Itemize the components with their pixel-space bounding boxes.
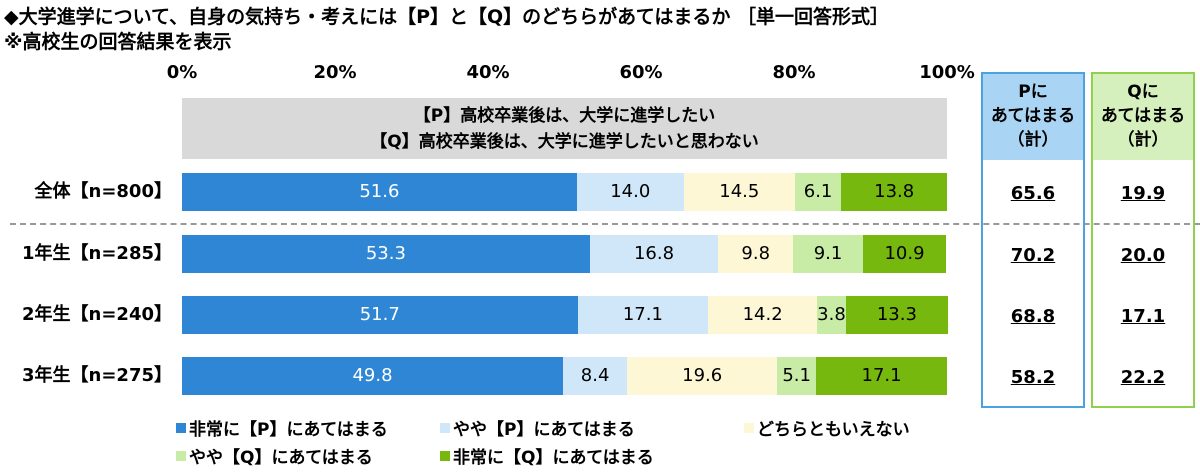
p-total-value: 58.2 — [1010, 367, 1056, 388]
chart-title: ◆大学進学について、自身の気持ち・考えには【P】と【Q】のどちらがあてはまるか … — [4, 6, 890, 28]
legend-item: どちらともいえない — [744, 420, 910, 440]
bar-value-label: 49.8 — [352, 365, 393, 386]
bar-value-label: 17.1 — [861, 365, 902, 386]
q-header-line3: （計） — [1117, 130, 1169, 150]
p-total-value: 65.6 — [1010, 183, 1056, 204]
p-total-header: Pに あてはまる （計） — [983, 74, 1083, 160]
bar-segment — [718, 235, 794, 273]
p-total-column: Pに あてはまる （計） 65.6 70.2 68.8 58.2 — [981, 72, 1085, 408]
bar-segment — [862, 235, 947, 273]
bar-value-label: 53.3 — [365, 243, 406, 264]
bar-value-label: 9.1 — [813, 243, 843, 264]
row-label: 2年生【n=240】 — [22, 304, 172, 325]
x-tick-label: 40% — [466, 62, 510, 83]
legend-swatch — [176, 423, 186, 433]
row-label: 3年生【n=275】 — [22, 365, 172, 386]
chart-subtitle: ※高校生の回答結果を表示 — [4, 31, 232, 53]
bar-value-label: 13.3 — [876, 304, 917, 325]
bar-value-label: 14.2 — [742, 304, 783, 325]
bar-value-label: 13.8 — [874, 181, 915, 202]
bar-value-label: 9.8 — [741, 243, 771, 264]
bar-value-label: 17.1 — [622, 304, 663, 325]
q-header-line1: Qに — [1127, 82, 1159, 102]
legend-swatch — [440, 451, 450, 461]
bar-segment — [777, 357, 817, 395]
legend-label: 非常に【P】にあてはまる — [189, 420, 388, 440]
statement-q: 【Q】高校卒業後は、大学に進学したいと思わない — [370, 132, 759, 152]
p-header-line1: Pに — [1018, 82, 1048, 102]
legend-label: やや【Q】にあてはまる — [189, 448, 373, 468]
q-total-value: 19.9 — [1120, 183, 1166, 204]
bar-segment — [816, 357, 947, 395]
x-tick-label: 100% — [919, 62, 975, 83]
x-tick-label: 0% — [166, 62, 198, 83]
bar-value-label: 8.4 — [580, 365, 610, 386]
q-total-value: 20.0 — [1120, 245, 1166, 266]
legend-swatch — [176, 451, 186, 461]
legend-item: やや【P】にあてはまる — [440, 420, 635, 440]
p-total-header-text: Pに あてはまる （計） — [983, 80, 1083, 152]
legend-item: やや【Q】にあてはまる — [176, 448, 373, 468]
bar-segment — [562, 357, 628, 395]
legend-item: 非常に【Q】にあてはまる — [440, 448, 654, 468]
legend-swatch — [744, 423, 754, 433]
x-tick-label: 60% — [619, 62, 663, 83]
q-total-value: 22.2 — [1120, 367, 1166, 388]
bar-segment — [841, 173, 947, 211]
bar-segment — [816, 296, 846, 334]
bar-segment — [589, 235, 719, 273]
bar-value-label: 51.6 — [359, 181, 400, 202]
q-header-line2: あてはまる — [1100, 106, 1186, 126]
pq-statement-header: 【P】高校卒業後は、大学に進学したい 【Q】高校卒業後は、大学に進学したいと思わ… — [182, 98, 947, 159]
q-total-column: Qに あてはまる （計） 19.9 20.0 17.1 22.2 — [1091, 72, 1195, 408]
bar-segment — [182, 235, 590, 273]
row-label: 1年生【n=285】 — [22, 243, 172, 264]
p-header-line2: あてはまる — [990, 106, 1076, 126]
bar-segment — [577, 296, 709, 334]
bar-segment — [794, 173, 842, 211]
statement-p: 【P】高校卒業後は、大学に進学したい — [413, 106, 716, 126]
bar-segment — [182, 296, 578, 334]
bar-segment — [627, 357, 778, 395]
bar-segment — [793, 235, 863, 273]
bar-value-label: 16.8 — [633, 243, 675, 264]
bar-segment — [576, 173, 684, 211]
x-tick-label: 80% — [772, 62, 816, 83]
bar-value-label: 14.0 — [610, 181, 651, 202]
bar-value-label: 19.6 — [682, 365, 723, 386]
q-total-value: 17.1 — [1120, 306, 1166, 327]
q-total-header: Qに あてはまる （計） — [1093, 74, 1193, 160]
bar-segment — [182, 173, 577, 211]
bar-segment — [846, 296, 948, 334]
bar-segment — [683, 173, 795, 211]
x-tick-label: 20% — [313, 62, 357, 83]
legend-item: 非常に【P】にあてはまる — [176, 420, 388, 440]
bar-value-label: 10.9 — [884, 243, 925, 264]
p-header-line3: （計） — [1007, 130, 1059, 150]
bar-value-label: 6.1 — [803, 181, 833, 202]
bar-value-label: 51.7 — [359, 304, 400, 325]
p-total-value: 68.8 — [1010, 306, 1056, 327]
row-separator — [10, 223, 1200, 225]
bar-segment — [708, 296, 817, 334]
legend-label: やや【P】にあてはまる — [453, 420, 635, 440]
row-label: 全体【n=800】 — [34, 181, 172, 202]
bar-value-label: 5.1 — [782, 365, 811, 386]
legend-label: どちらともいえない — [757, 420, 910, 440]
bar-value-label: 3.8 — [817, 304, 846, 325]
q-total-header-text: Qに あてはまる （計） — [1093, 80, 1193, 152]
legend-swatch — [440, 423, 450, 433]
p-total-value: 70.2 — [1010, 245, 1056, 266]
bar-segment — [182, 357, 563, 395]
bar-value-label: 14.5 — [719, 181, 760, 202]
legend-label: 非常に【Q】にあてはまる — [453, 448, 654, 468]
